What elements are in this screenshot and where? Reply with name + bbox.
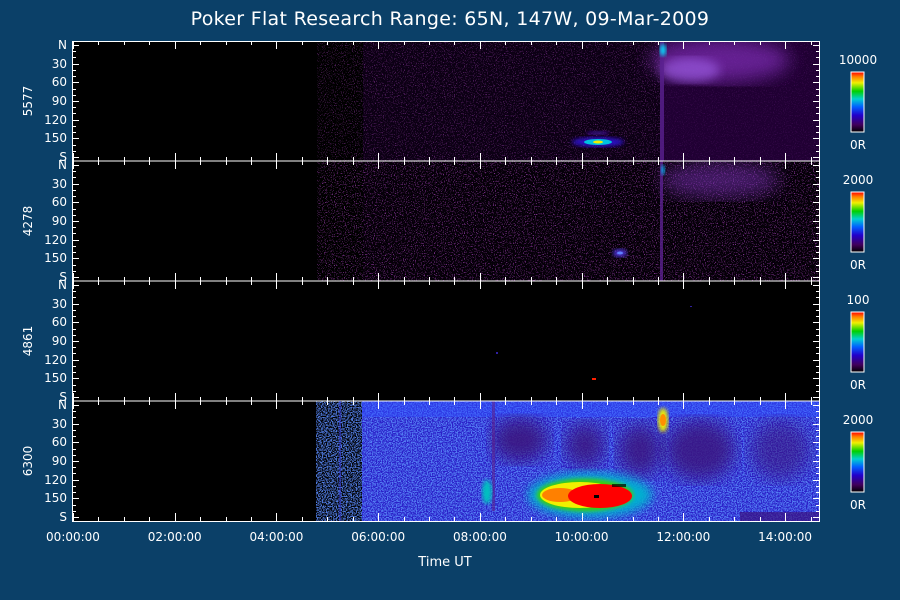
y-tick-label: 150 — [44, 250, 67, 265]
y-tick-label: N — [58, 397, 67, 412]
colorbar-min-4278: 0R — [850, 258, 866, 272]
y-tick-label: S — [59, 509, 67, 524]
y-tick-label: S — [59, 389, 67, 404]
colorbar-min-6300: 0R — [850, 498, 866, 512]
colorbar-max-5577: 10000 — [838, 53, 878, 67]
y-tick-label: S — [59, 149, 67, 164]
y-tick-label: S — [59, 269, 67, 284]
y-tick-label: 30 — [51, 56, 67, 71]
y-tick-label: N — [58, 277, 67, 292]
plot-frame — [72, 41, 820, 522]
colorbar-4861 — [850, 311, 865, 373]
colorbar-4278 — [850, 191, 865, 253]
panel-5577-image — [73, 42, 819, 161]
y-tick-label: 60 — [51, 74, 67, 89]
y-tick-label: 120 — [44, 232, 67, 247]
y-tick-label: 60 — [51, 194, 67, 209]
colorbar-max-4861: 100 — [846, 293, 870, 307]
colorbar-5577 — [850, 71, 865, 133]
x-tick-label: 00:00:00 — [46, 530, 100, 544]
y-tick-label: 120 — [44, 472, 67, 487]
colorbar-min-4861: 0R — [850, 378, 866, 392]
y-tick-label: 30 — [51, 416, 67, 431]
x-tick-label: 10:00:00 — [554, 530, 609, 544]
y-tick-label: 60 — [51, 314, 67, 329]
y-tick-label: 150 — [44, 490, 67, 505]
y-tick-label: 30 — [51, 176, 67, 191]
axis-ticks — [73, 41, 819, 521]
y-tick-label: 150 — [44, 130, 67, 145]
x-tick-label: 12:00:00 — [656, 530, 711, 544]
y-tick-label: N — [58, 157, 67, 172]
x-axis-label: Time UT — [418, 555, 472, 570]
y-tick-label: 120 — [44, 352, 67, 367]
colorbar-max-4278: 2000 — [842, 173, 874, 187]
x-tick-label: 08:00:00 — [452, 530, 507, 544]
y-tick-label: 60 — [51, 434, 67, 449]
y-tick-label: 90 — [51, 453, 67, 468]
chart-title: Poker Flat Research Range: 65N, 147W, 09… — [190, 8, 710, 30]
x-tick-label: 02:00:00 — [147, 530, 202, 544]
panel-6300-image — [73, 401, 819, 521]
panel-4278-image — [73, 161, 819, 281]
x-tick-label: 04:00:00 — [249, 530, 304, 544]
panel-4861-image — [73, 281, 819, 401]
colorbar-6300 — [850, 431, 865, 493]
y-tick-label: N — [58, 37, 67, 52]
y-tick-label: 90 — [51, 213, 67, 228]
y-tick-label: 90 — [51, 93, 67, 108]
y-tick-label: 90 — [51, 333, 67, 348]
colorbar-min-5577: 0R — [850, 138, 866, 152]
x-tick-label: 06:00:00 — [351, 530, 406, 544]
y-tick-label: 30 — [51, 296, 67, 311]
y-tick-label: 150 — [44, 370, 67, 385]
y-tick-label: 120 — [44, 112, 67, 127]
x-tick-label: 14:00:00 — [758, 530, 813, 544]
colorbar-max-6300: 2000 — [842, 413, 874, 427]
